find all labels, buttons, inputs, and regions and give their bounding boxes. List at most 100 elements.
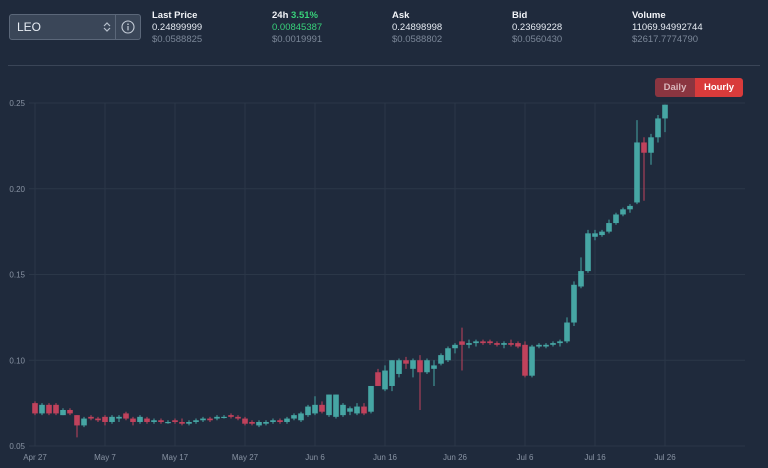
- candle[interactable]: [298, 411, 304, 422]
- candle[interactable]: [354, 403, 360, 416]
- candle[interactable]: [130, 416, 136, 426]
- candle[interactable]: [445, 346, 451, 362]
- candle[interactable]: [39, 403, 45, 416]
- candle[interactable]: [368, 385, 374, 414]
- candle[interactable]: [592, 229, 598, 241]
- candle[interactable]: [550, 341, 556, 347]
- candle[interactable]: [424, 358, 430, 374]
- candle[interactable]: [494, 341, 500, 347]
- candle[interactable]: [109, 415, 115, 424]
- candle[interactable]: [123, 411, 129, 421]
- candle[interactable]: [501, 341, 507, 349]
- candle[interactable]: [487, 339, 493, 345]
- candle[interactable]: [599, 229, 605, 237]
- candle[interactable]: [648, 133, 654, 165]
- candle[interactable]: [438, 353, 444, 366]
- candle[interactable]: [277, 418, 283, 424]
- candle[interactable]: [60, 408, 66, 416]
- candle[interactable]: [585, 229, 591, 273]
- candle[interactable]: [459, 327, 465, 371]
- y-tick-label: 0.15: [9, 271, 25, 280]
- candle[interactable]: [95, 416, 101, 422]
- candle[interactable]: [480, 339, 486, 345]
- candle[interactable]: [172, 418, 178, 424]
- candle[interactable]: [571, 281, 577, 326]
- candle[interactable]: [606, 219, 612, 234]
- candle[interactable]: [67, 408, 73, 416]
- candle[interactable]: [74, 415, 80, 438]
- candle[interactable]: [249, 420, 255, 426]
- candle[interactable]: [340, 403, 346, 417]
- candle[interactable]: [466, 339, 472, 349]
- candle[interactable]: [319, 401, 325, 414]
- hourly-button[interactable]: Hourly: [695, 78, 743, 97]
- candle[interactable]: [662, 104, 668, 133]
- candle[interactable]: [263, 420, 269, 426]
- market-select[interactable]: LEO: [9, 14, 141, 40]
- candle[interactable]: [235, 415, 241, 421]
- candle[interactable]: [46, 403, 52, 416]
- candle[interactable]: [326, 394, 332, 417]
- candle-body: [179, 421, 185, 424]
- candle[interactable]: [536, 343, 542, 349]
- candle[interactable]: [564, 317, 570, 344]
- candle[interactable]: [193, 418, 199, 424]
- candle[interactable]: [578, 257, 584, 289]
- candle[interactable]: [375, 368, 381, 386]
- candle[interactable]: [410, 358, 416, 378]
- candle[interactable]: [515, 341, 521, 349]
- candle[interactable]: [144, 416, 150, 424]
- candle[interactable]: [228, 413, 234, 419]
- candle[interactable]: [382, 365, 388, 392]
- candle[interactable]: [361, 403, 367, 416]
- candle[interactable]: [347, 406, 353, 416]
- candle[interactable]: [158, 418, 164, 424]
- candle[interactable]: [270, 418, 276, 424]
- candle[interactable]: [53, 403, 59, 416]
- candle[interactable]: [473, 339, 479, 347]
- candle[interactable]: [522, 341, 528, 378]
- candle[interactable]: [137, 415, 143, 424]
- candle[interactable]: [200, 416, 206, 422]
- candle[interactable]: [32, 401, 38, 416]
- candle[interactable]: [88, 415, 94, 421]
- candle[interactable]: [116, 415, 122, 422]
- candle[interactable]: [613, 212, 619, 225]
- candle[interactable]: [291, 413, 297, 421]
- candle[interactable]: [634, 120, 640, 205]
- candle[interactable]: [641, 137, 647, 201]
- candle[interactable]: [620, 207, 626, 217]
- candle[interactable]: [242, 416, 248, 426]
- info-icon[interactable]: [116, 15, 140, 39]
- candle[interactable]: [557, 339, 563, 347]
- candle[interactable]: [312, 396, 318, 416]
- candle[interactable]: [333, 394, 339, 419]
- candle[interactable]: [529, 344, 535, 378]
- candle-body: [109, 416, 115, 422]
- candle[interactable]: [165, 420, 171, 424]
- candle[interactable]: [221, 415, 227, 419]
- candle[interactable]: [452, 343, 458, 354]
- candle[interactable]: [508, 339, 514, 347]
- candle[interactable]: [81, 416, 87, 428]
- candle[interactable]: [431, 360, 437, 386]
- candle[interactable]: [256, 420, 262, 428]
- candle[interactable]: [305, 404, 311, 417]
- candle[interactable]: [627, 204, 633, 213]
- candle[interactable]: [403, 356, 409, 369]
- candle[interactable]: [151, 418, 157, 424]
- candle[interactable]: [543, 343, 549, 349]
- candle[interactable]: [389, 360, 395, 392]
- candle[interactable]: [186, 420, 192, 426]
- candle-body: [95, 418, 101, 421]
- candle[interactable]: [396, 358, 402, 378]
- candle[interactable]: [417, 355, 423, 410]
- candle[interactable]: [102, 415, 108, 426]
- candle[interactable]: [655, 115, 661, 143]
- candle[interactable]: [284, 416, 290, 424]
- candle[interactable]: [179, 418, 185, 426]
- candle[interactable]: [207, 416, 213, 422]
- candle[interactable]: [214, 415, 220, 421]
- daily-button[interactable]: Daily: [655, 78, 695, 97]
